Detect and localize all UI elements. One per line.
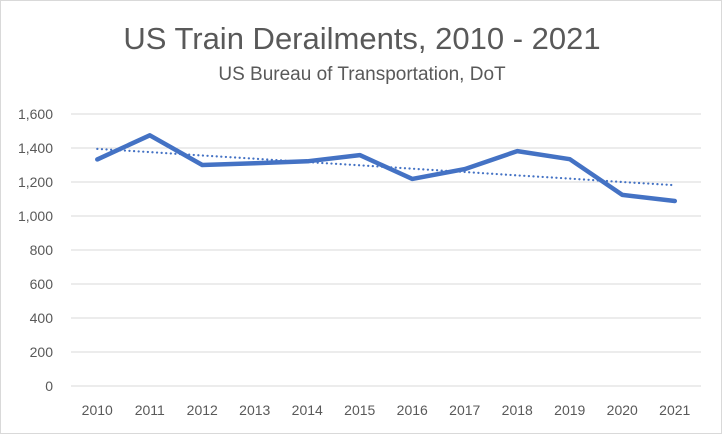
series-layer bbox=[97, 135, 675, 201]
x-tick-label: 2011 bbox=[135, 402, 165, 418]
y-axis-tick-labels: 0 200 400 600 800 1,000 1,200 1,400 1,600 bbox=[18, 106, 53, 394]
x-tick-label: 2014 bbox=[292, 402, 323, 418]
gridlines bbox=[71, 114, 701, 386]
x-axis-tick-labels: 2010 2011 2012 2013 2014 2015 2016 2017 2018 2019… bbox=[82, 402, 691, 418]
x-tick-label: 2018 bbox=[502, 402, 533, 418]
y-tick-label: 800 bbox=[30, 242, 54, 258]
y-tick-label: 400 bbox=[30, 310, 54, 326]
x-tick-label: 2013 bbox=[239, 402, 270, 418]
series-line bbox=[97, 135, 675, 201]
y-tick-label: 200 bbox=[30, 344, 54, 360]
y-tick-label: 1,400 bbox=[18, 140, 53, 156]
y-tick-label: 0 bbox=[45, 378, 53, 394]
y-tick-label: 1,000 bbox=[18, 208, 53, 224]
x-tick-label: 2020 bbox=[607, 402, 638, 418]
y-tick-label: 1,200 bbox=[18, 174, 53, 190]
x-tick-label: 2015 bbox=[344, 402, 375, 418]
x-tick-label: 2021 bbox=[659, 402, 690, 418]
x-tick-label: 2010 bbox=[82, 402, 113, 418]
chart-subtitle: US Bureau of Transportation, DoT bbox=[218, 64, 506, 85]
x-tick-label: 2016 bbox=[397, 402, 428, 418]
x-tick-label: 2012 bbox=[187, 402, 218, 418]
y-tick-label: 1,600 bbox=[18, 106, 53, 122]
x-tick-label: 2017 bbox=[449, 402, 480, 418]
x-tick-label: 2019 bbox=[554, 402, 585, 418]
y-tick-label: 600 bbox=[30, 276, 54, 292]
chart-title: US Train Derailments, 2010 - 2021 bbox=[123, 21, 600, 56]
